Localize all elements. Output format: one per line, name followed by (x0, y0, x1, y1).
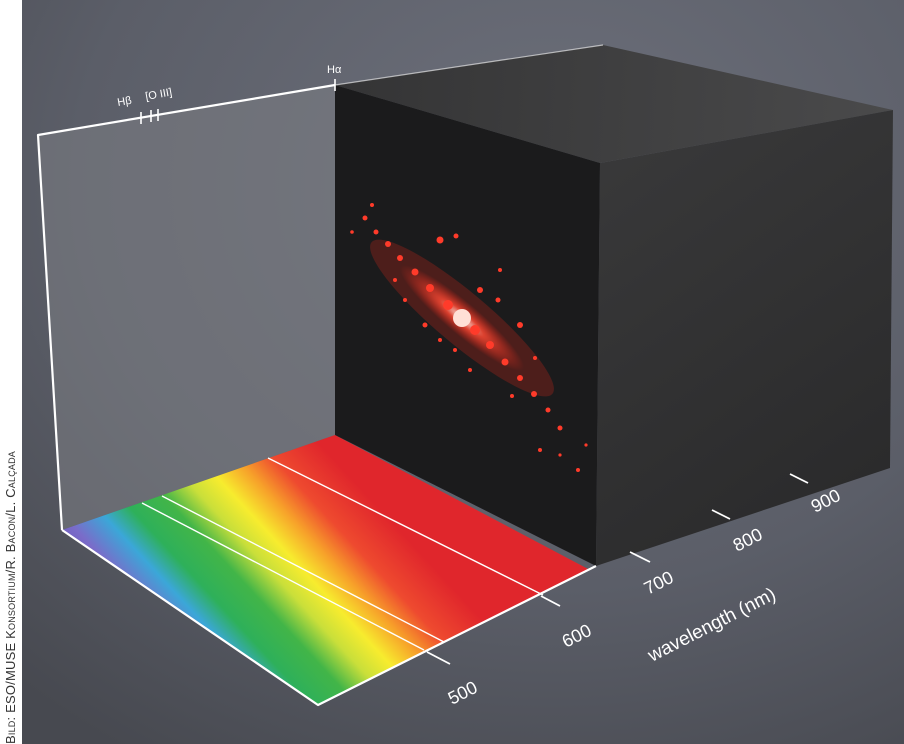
credit-prefix: Bild (3, 720, 18, 744)
label-o-iii: [O III] (144, 86, 173, 102)
cube-frame (36, 44, 604, 707)
top-edge-line-ticks (140, 79, 336, 124)
cube-side-face (596, 110, 893, 566)
wavelength-tick-marks (426, 473, 809, 665)
spectrum-floor (62, 435, 590, 705)
cube-top-face (335, 45, 893, 163)
label-h-beta: Hβ (116, 95, 132, 109)
spectrum-line-h-beta (141, 502, 425, 651)
credit-text: Bild: ESO/MUSE Konsortium/R. Bacon/L. Ca… (3, 451, 18, 744)
credit-body: : ESO/MUSE Konsortium/R. Bacon/L. Calçad… (3, 450, 18, 721)
galaxy-emission-map (350, 203, 588, 472)
image-credit: Bild: ESO/MUSE Konsortium/R. Bacon/L. Ca… (0, 0, 22, 744)
spectrum-line-o-iii (161, 495, 445, 643)
spectrum-line-h-alpha (267, 457, 544, 596)
label-h-alpha: Hα (327, 64, 342, 76)
back-wall-panel (38, 85, 335, 530)
